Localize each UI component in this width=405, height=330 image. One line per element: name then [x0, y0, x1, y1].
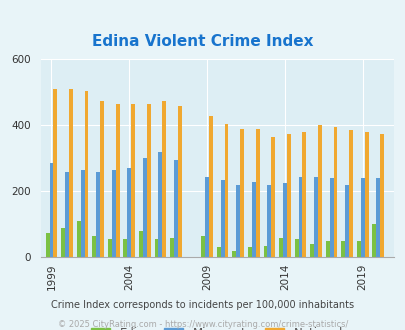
Bar [69, 89, 73, 257]
Bar [201, 236, 205, 257]
Bar [341, 241, 344, 257]
Bar [131, 104, 135, 257]
Bar [115, 104, 119, 257]
Bar [177, 106, 181, 257]
Bar [65, 172, 69, 257]
Bar [255, 129, 259, 257]
Bar [329, 178, 333, 257]
Bar [174, 160, 177, 257]
Bar [375, 178, 379, 257]
Bar [53, 89, 57, 257]
Bar [209, 115, 212, 257]
Bar [224, 124, 228, 257]
Bar [84, 91, 88, 257]
Bar [267, 185, 271, 257]
Bar [240, 129, 243, 257]
Bar [247, 248, 251, 257]
Bar [108, 239, 111, 257]
Bar [313, 177, 317, 257]
Bar [360, 178, 364, 257]
Bar [309, 244, 313, 257]
Text: © 2025 CityRating.com - https://www.cityrating.com/crime-statistics/: © 2025 CityRating.com - https://www.city… [58, 319, 347, 329]
Bar [220, 180, 224, 257]
Bar [286, 134, 290, 257]
Bar [216, 248, 220, 257]
Bar [278, 238, 282, 257]
Bar [96, 172, 100, 257]
Bar [282, 183, 286, 257]
Bar [236, 185, 240, 257]
Bar [61, 228, 65, 257]
Legend: Edina, Minnesota, National: Edina, Minnesota, National [86, 323, 347, 330]
Bar [49, 163, 53, 257]
Bar [139, 231, 143, 257]
Bar [271, 137, 275, 257]
Bar [333, 127, 337, 257]
Bar [232, 251, 236, 257]
Bar [364, 132, 368, 257]
Bar [158, 152, 162, 257]
Bar [154, 239, 158, 257]
Bar [77, 221, 81, 257]
Bar [127, 168, 131, 257]
Bar [100, 101, 104, 257]
Bar [379, 134, 383, 257]
Bar [294, 239, 298, 257]
Bar [143, 158, 147, 257]
Bar [356, 241, 360, 257]
Bar [348, 130, 352, 257]
Bar [111, 170, 115, 257]
Bar [344, 185, 348, 257]
Bar [317, 125, 321, 257]
Bar [92, 236, 96, 257]
Bar [263, 246, 267, 257]
Bar [123, 239, 127, 257]
Bar [298, 177, 302, 257]
Bar [45, 233, 49, 257]
Bar [325, 241, 329, 257]
Text: Crime Index corresponds to incidents per 100,000 inhabitants: Crime Index corresponds to incidents per… [51, 300, 354, 310]
Bar [170, 238, 174, 257]
Bar [371, 224, 375, 257]
Bar [302, 132, 305, 257]
Text: Edina Violent Crime Index: Edina Violent Crime Index [92, 35, 313, 50]
Bar [81, 170, 84, 257]
Bar [162, 101, 166, 257]
Bar [147, 104, 150, 257]
Bar [251, 182, 255, 257]
Bar [205, 177, 209, 257]
